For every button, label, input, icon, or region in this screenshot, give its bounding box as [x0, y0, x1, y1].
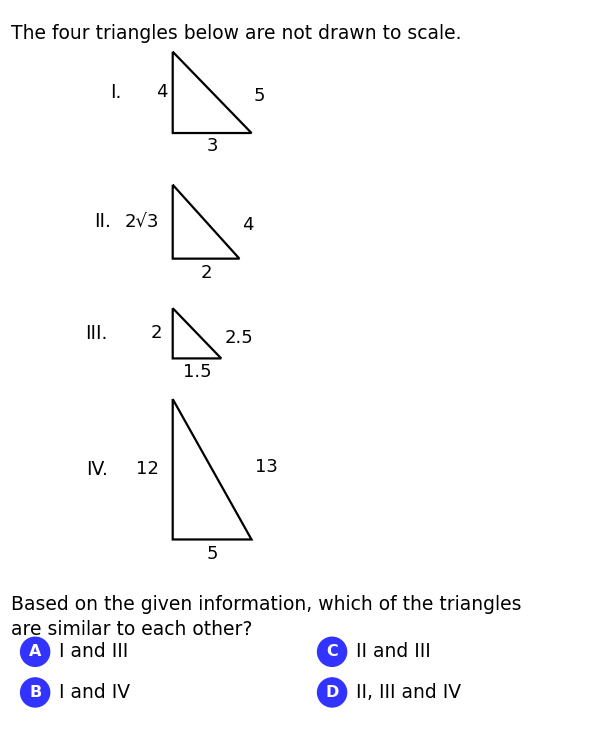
Text: II.: II.	[94, 212, 111, 231]
Text: D: D	[325, 685, 339, 700]
Text: 2√3: 2√3	[125, 213, 159, 231]
Text: 1.5: 1.5	[182, 363, 211, 381]
Text: 4: 4	[242, 217, 254, 234]
Text: II and III: II and III	[356, 642, 431, 661]
Text: 5: 5	[207, 545, 218, 562]
Ellipse shape	[318, 637, 347, 667]
Ellipse shape	[21, 637, 50, 667]
Text: 5: 5	[253, 87, 265, 105]
Text: 2: 2	[201, 264, 211, 282]
Text: A: A	[29, 644, 41, 659]
Ellipse shape	[21, 678, 50, 707]
Text: III.: III.	[85, 324, 108, 343]
Text: 12: 12	[136, 460, 159, 478]
Text: 3: 3	[207, 137, 218, 154]
Text: The four triangles below are not drawn to scale.: The four triangles below are not drawn t…	[11, 24, 461, 43]
Text: II, III and IV: II, III and IV	[356, 683, 461, 702]
Text: 4: 4	[156, 84, 167, 101]
Text: I and III: I and III	[59, 642, 128, 661]
Ellipse shape	[318, 678, 347, 707]
Text: Based on the given information, which of the triangles
are similar to each other: Based on the given information, which of…	[11, 595, 521, 639]
Text: 13: 13	[255, 458, 278, 476]
Text: IV.: IV.	[86, 460, 108, 479]
Text: B: B	[29, 685, 41, 700]
Text: C: C	[326, 644, 338, 659]
Text: 2: 2	[151, 324, 162, 342]
Text: I and IV: I and IV	[59, 683, 130, 702]
Text: 2.5: 2.5	[224, 329, 253, 347]
Text: I.: I.	[110, 83, 121, 102]
